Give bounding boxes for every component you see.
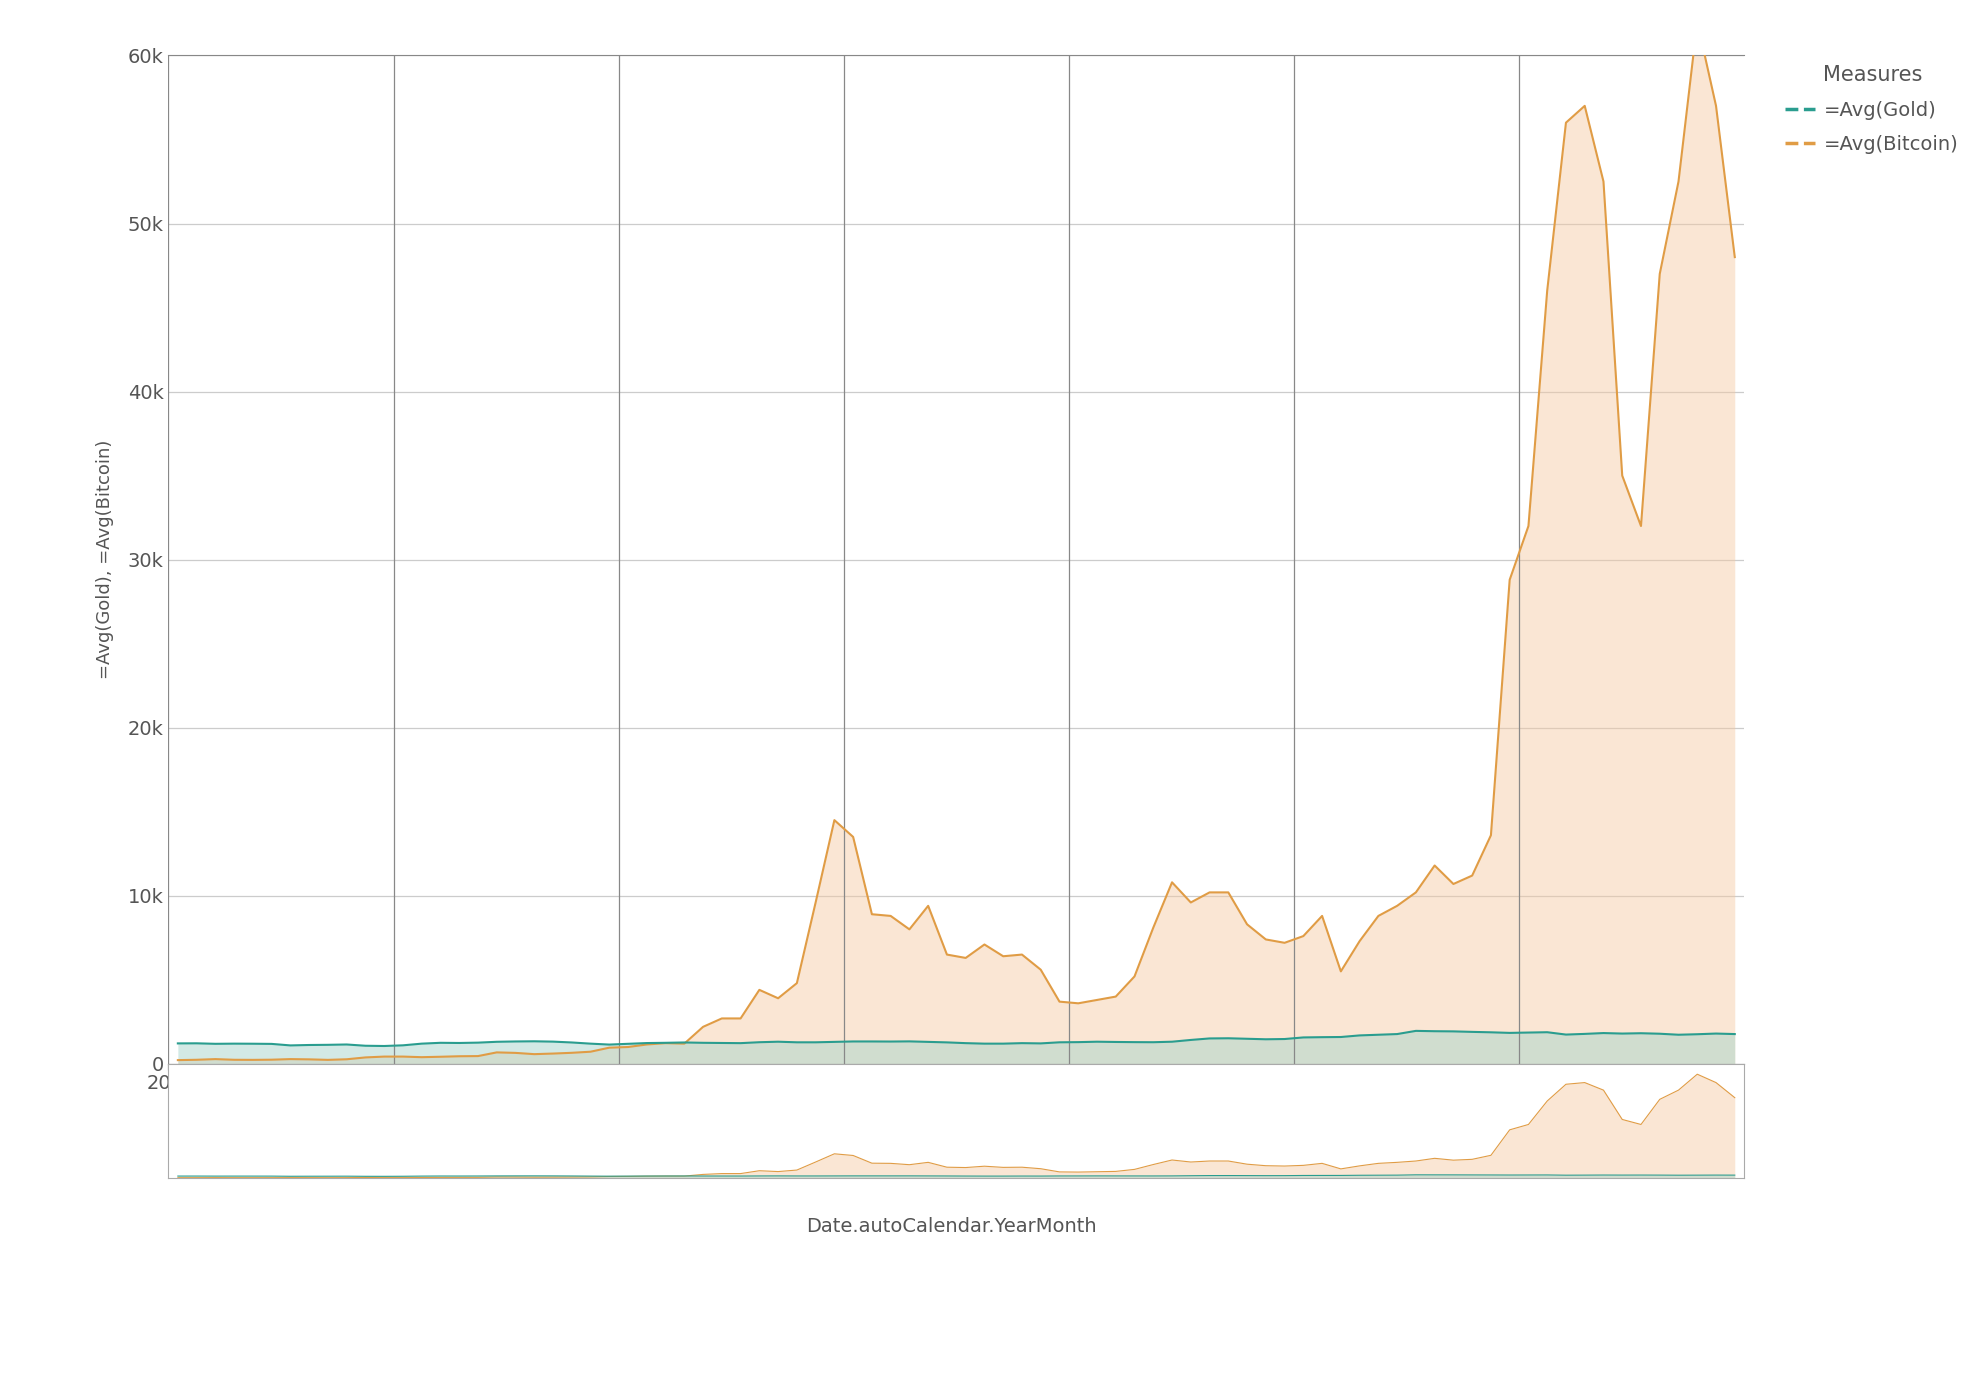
Legend: =Avg(Gold), =Avg(Bitcoin): =Avg(Gold), =Avg(Bitcoin)	[1786, 65, 1958, 154]
Y-axis label: =Avg(Gold), =Avg(Bitcoin): =Avg(Gold), =Avg(Bitcoin)	[95, 439, 113, 679]
Text: Date.autoCalendar.YearMonth: Date.autoCalendar.YearMonth	[807, 1217, 1096, 1236]
